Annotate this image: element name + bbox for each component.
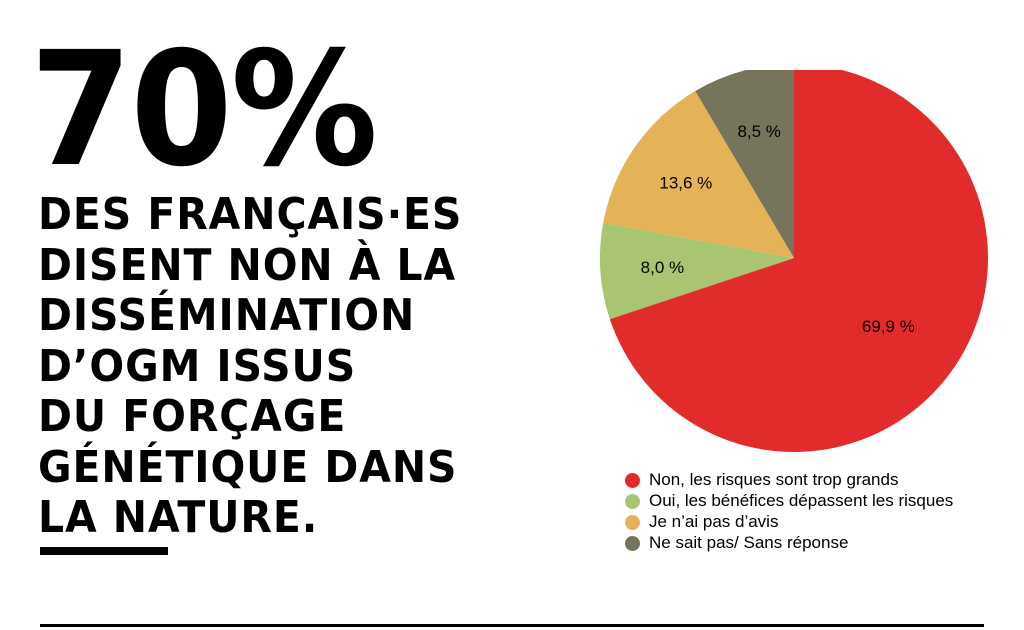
- slice-value-label: 69,9 %: [862, 317, 915, 336]
- headline-line: DISENT NON À LA: [38, 239, 457, 291]
- headline-line: D’OGM ISSUS: [38, 340, 357, 392]
- pie-slice: [609, 70, 988, 452]
- big-percent: 70%: [30, 18, 378, 202]
- headline-line: LA NATURE.: [38, 492, 319, 543]
- slice-value-label: 8,5 %: [737, 122, 780, 141]
- headline-line: DU FORÇAGE: [38, 391, 347, 442]
- legend-swatch: [625, 535, 640, 551]
- slice-value-label: 13,6 %: [659, 173, 712, 192]
- slice-value-label: 8,0 %: [641, 258, 684, 277]
- legend-item: Oui, les bénéfices dépassent les risques: [625, 491, 953, 511]
- legend-item: Je n’ai pas d’avis: [625, 512, 953, 532]
- accent-bar: [40, 547, 168, 555]
- legend-label: Oui, les bénéfices dépassent les risques: [649, 491, 954, 510]
- pie-slice: [600, 222, 794, 320]
- pie-chart: 69,9 % 8,0 % 13,6 % 8,5 %: [600, 70, 988, 452]
- bottom-rule: [40, 624, 984, 627]
- legend-item: Non, les risques sont trop grands: [625, 470, 953, 490]
- legend-label: Non, les risques sont trop grands: [649, 470, 899, 489]
- legend-item: Ne sait pas/ Sans réponse: [625, 533, 953, 553]
- pie-slice: [695, 70, 794, 258]
- headline-line: DISSÉMINATION: [38, 290, 416, 341]
- pie-slice: [603, 91, 794, 258]
- headline-text: DES FRANÇAIS·ES DISENT NON À LA DISSÉMIN…: [38, 189, 558, 544]
- legend-swatch: [625, 514, 640, 530]
- legend-label: Ne sait pas/ Sans réponse: [649, 533, 849, 552]
- legend-label: Je n’ai pas d’avis: [649, 512, 779, 531]
- legend-swatch: [625, 472, 640, 488]
- legend-swatch: [625, 493, 640, 509]
- headline-line: GÉNÉTIQUE DANS: [38, 441, 458, 493]
- headline-line: DES FRANÇAIS·ES: [38, 189, 463, 240]
- chart-legend: Non, les risques sont trop grands Oui, l…: [625, 470, 953, 554]
